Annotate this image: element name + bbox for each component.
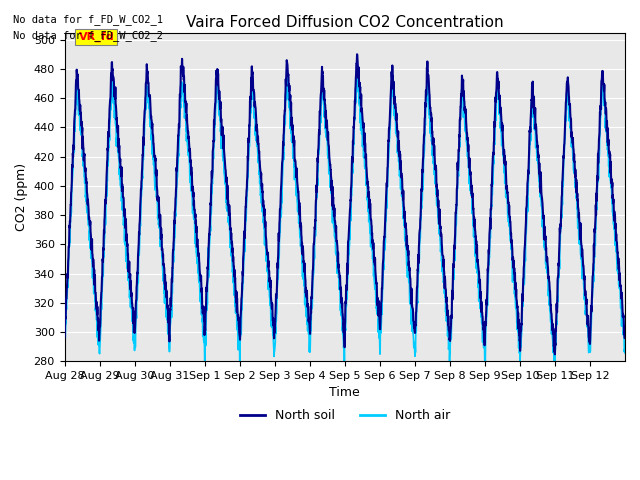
Text: VR_fd: VR_fd — [79, 32, 114, 42]
Legend: North soil, North air: North soil, North air — [235, 404, 455, 427]
X-axis label: Time: Time — [330, 386, 360, 399]
Text: No data for f_FD_W_CO2_1: No data for f_FD_W_CO2_1 — [13, 13, 163, 24]
Text: No data for f_FD_W_CO2_2: No data for f_FD_W_CO2_2 — [13, 30, 163, 41]
Y-axis label: CO2 (ppm): CO2 (ppm) — [15, 163, 28, 231]
Title: Vaira Forced Diffusion CO2 Concentration: Vaira Forced Diffusion CO2 Concentration — [186, 15, 504, 30]
